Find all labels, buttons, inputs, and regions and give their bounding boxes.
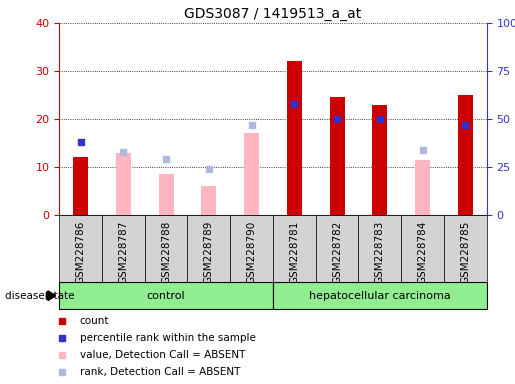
Bar [159,174,174,215]
Bar [59,282,273,309]
Text: control: control [147,291,185,301]
Title: GDS3087 / 1419513_a_at: GDS3087 / 1419513_a_at [184,7,362,21]
Bar [372,104,387,215]
Bar [187,215,230,282]
Bar [415,160,430,215]
Text: GSM228790: GSM228790 [247,220,256,284]
Bar [287,61,302,215]
Text: percentile rank within the sample: percentile rank within the sample [79,333,255,343]
Text: GSM228782: GSM228782 [332,220,342,284]
Text: count: count [79,316,109,326]
Bar [358,215,401,282]
Bar [444,215,487,282]
Bar [230,215,273,282]
Bar [458,95,473,215]
Text: GSM228781: GSM228781 [289,220,299,284]
Bar [316,215,358,282]
Bar [244,134,259,215]
Bar [116,152,131,215]
Bar [73,157,88,215]
Text: GSM228785: GSM228785 [460,220,470,284]
Text: GSM228786: GSM228786 [76,220,85,284]
Text: GSM228789: GSM228789 [204,220,214,284]
Text: disease state: disease state [5,291,75,301]
Bar [330,98,345,215]
Text: rank, Detection Call = ABSENT: rank, Detection Call = ABSENT [79,367,240,377]
Text: GSM228783: GSM228783 [375,220,385,284]
Text: GSM228788: GSM228788 [161,220,171,284]
Bar [102,215,145,282]
Bar [201,186,216,215]
Text: hepatocellular carcinoma: hepatocellular carcinoma [309,291,451,301]
Bar [59,215,102,282]
Bar [145,215,187,282]
Bar [273,215,316,282]
Text: GSM228784: GSM228784 [418,220,427,284]
Bar [401,215,444,282]
Text: GSM228787: GSM228787 [118,220,128,284]
Text: value, Detection Call = ABSENT: value, Detection Call = ABSENT [79,350,245,360]
Bar [273,282,487,309]
